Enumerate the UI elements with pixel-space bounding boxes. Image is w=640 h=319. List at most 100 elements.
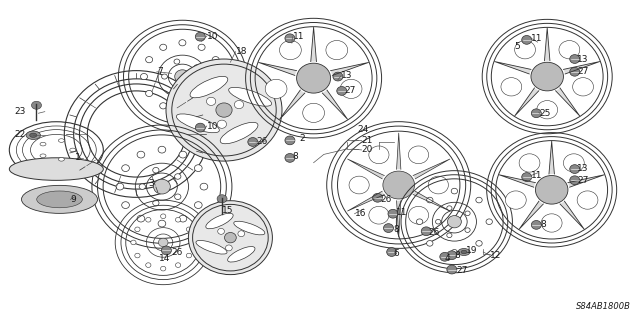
Ellipse shape [451, 249, 458, 255]
Text: 27: 27 [456, 266, 468, 275]
Ellipse shape [22, 185, 97, 213]
Ellipse shape [531, 62, 563, 91]
Ellipse shape [577, 191, 598, 209]
Ellipse shape [153, 167, 159, 173]
Text: 19: 19 [466, 246, 477, 255]
Ellipse shape [40, 142, 46, 146]
Text: 16: 16 [355, 209, 366, 218]
Ellipse shape [427, 197, 433, 203]
Ellipse shape [228, 247, 255, 262]
Ellipse shape [476, 241, 482, 246]
Ellipse shape [158, 238, 168, 247]
Text: 20: 20 [362, 145, 373, 154]
Text: 8: 8 [454, 251, 460, 260]
Ellipse shape [234, 221, 265, 235]
Ellipse shape [190, 76, 228, 98]
Ellipse shape [476, 197, 482, 203]
Ellipse shape [158, 220, 166, 227]
Text: S84AB1800B: S84AB1800B [575, 302, 630, 311]
Ellipse shape [519, 154, 540, 172]
Ellipse shape [458, 249, 470, 256]
Ellipse shape [196, 241, 227, 254]
Ellipse shape [161, 246, 172, 255]
Ellipse shape [195, 32, 205, 41]
Ellipse shape [570, 176, 580, 185]
Ellipse shape [486, 219, 492, 225]
Ellipse shape [175, 218, 180, 222]
Ellipse shape [175, 194, 181, 199]
Text: 8: 8 [541, 220, 547, 229]
Ellipse shape [174, 89, 180, 94]
Polygon shape [560, 201, 584, 229]
Polygon shape [413, 191, 450, 211]
Ellipse shape [186, 227, 191, 232]
Ellipse shape [190, 240, 196, 245]
Ellipse shape [265, 79, 287, 99]
Ellipse shape [387, 248, 397, 256]
Ellipse shape [198, 44, 205, 50]
Ellipse shape [541, 214, 562, 232]
Ellipse shape [161, 214, 166, 219]
Ellipse shape [70, 148, 76, 152]
Polygon shape [311, 27, 316, 62]
Ellipse shape [135, 253, 140, 258]
Text: 11: 11 [531, 171, 543, 180]
Text: 10: 10 [207, 122, 218, 130]
Polygon shape [397, 133, 401, 169]
Text: 26: 26 [429, 228, 440, 237]
Ellipse shape [29, 133, 37, 137]
Ellipse shape [537, 100, 557, 119]
Ellipse shape [228, 87, 271, 106]
Ellipse shape [174, 59, 180, 64]
Polygon shape [348, 159, 385, 179]
Polygon shape [280, 90, 305, 119]
Ellipse shape [217, 73, 225, 80]
Ellipse shape [501, 78, 522, 96]
Ellipse shape [146, 56, 153, 63]
Ellipse shape [563, 154, 584, 172]
Ellipse shape [137, 151, 145, 158]
Ellipse shape [186, 253, 191, 258]
Ellipse shape [333, 72, 343, 81]
Ellipse shape [570, 165, 580, 174]
Text: 21: 21 [362, 136, 373, 145]
Ellipse shape [31, 101, 42, 109]
Ellipse shape [200, 183, 208, 190]
Text: 27: 27 [577, 67, 589, 76]
Ellipse shape [195, 165, 202, 172]
Ellipse shape [177, 114, 220, 133]
Ellipse shape [175, 174, 181, 179]
Text: 27: 27 [344, 86, 356, 95]
Ellipse shape [340, 79, 362, 99]
Ellipse shape [188, 201, 273, 275]
Text: 13: 13 [341, 71, 353, 80]
Ellipse shape [238, 231, 244, 237]
Ellipse shape [515, 41, 536, 59]
Ellipse shape [447, 206, 452, 211]
Ellipse shape [135, 227, 140, 232]
Text: 26: 26 [172, 248, 183, 256]
Ellipse shape [122, 202, 129, 209]
Ellipse shape [234, 100, 244, 109]
Ellipse shape [285, 34, 295, 43]
Ellipse shape [383, 224, 394, 233]
Ellipse shape [522, 173, 532, 182]
Ellipse shape [58, 139, 65, 142]
Ellipse shape [217, 120, 227, 128]
Ellipse shape [337, 86, 347, 95]
Polygon shape [499, 175, 536, 187]
Ellipse shape [372, 193, 383, 202]
Ellipse shape [248, 137, 258, 146]
Ellipse shape [194, 83, 200, 88]
Polygon shape [495, 62, 531, 74]
Ellipse shape [159, 44, 166, 50]
Polygon shape [397, 201, 401, 237]
Ellipse shape [179, 151, 187, 158]
Ellipse shape [220, 122, 258, 144]
Ellipse shape [559, 41, 580, 59]
Text: 18: 18 [236, 47, 247, 56]
Ellipse shape [195, 202, 202, 209]
Ellipse shape [146, 263, 151, 267]
Ellipse shape [326, 41, 348, 60]
Ellipse shape [179, 215, 187, 222]
